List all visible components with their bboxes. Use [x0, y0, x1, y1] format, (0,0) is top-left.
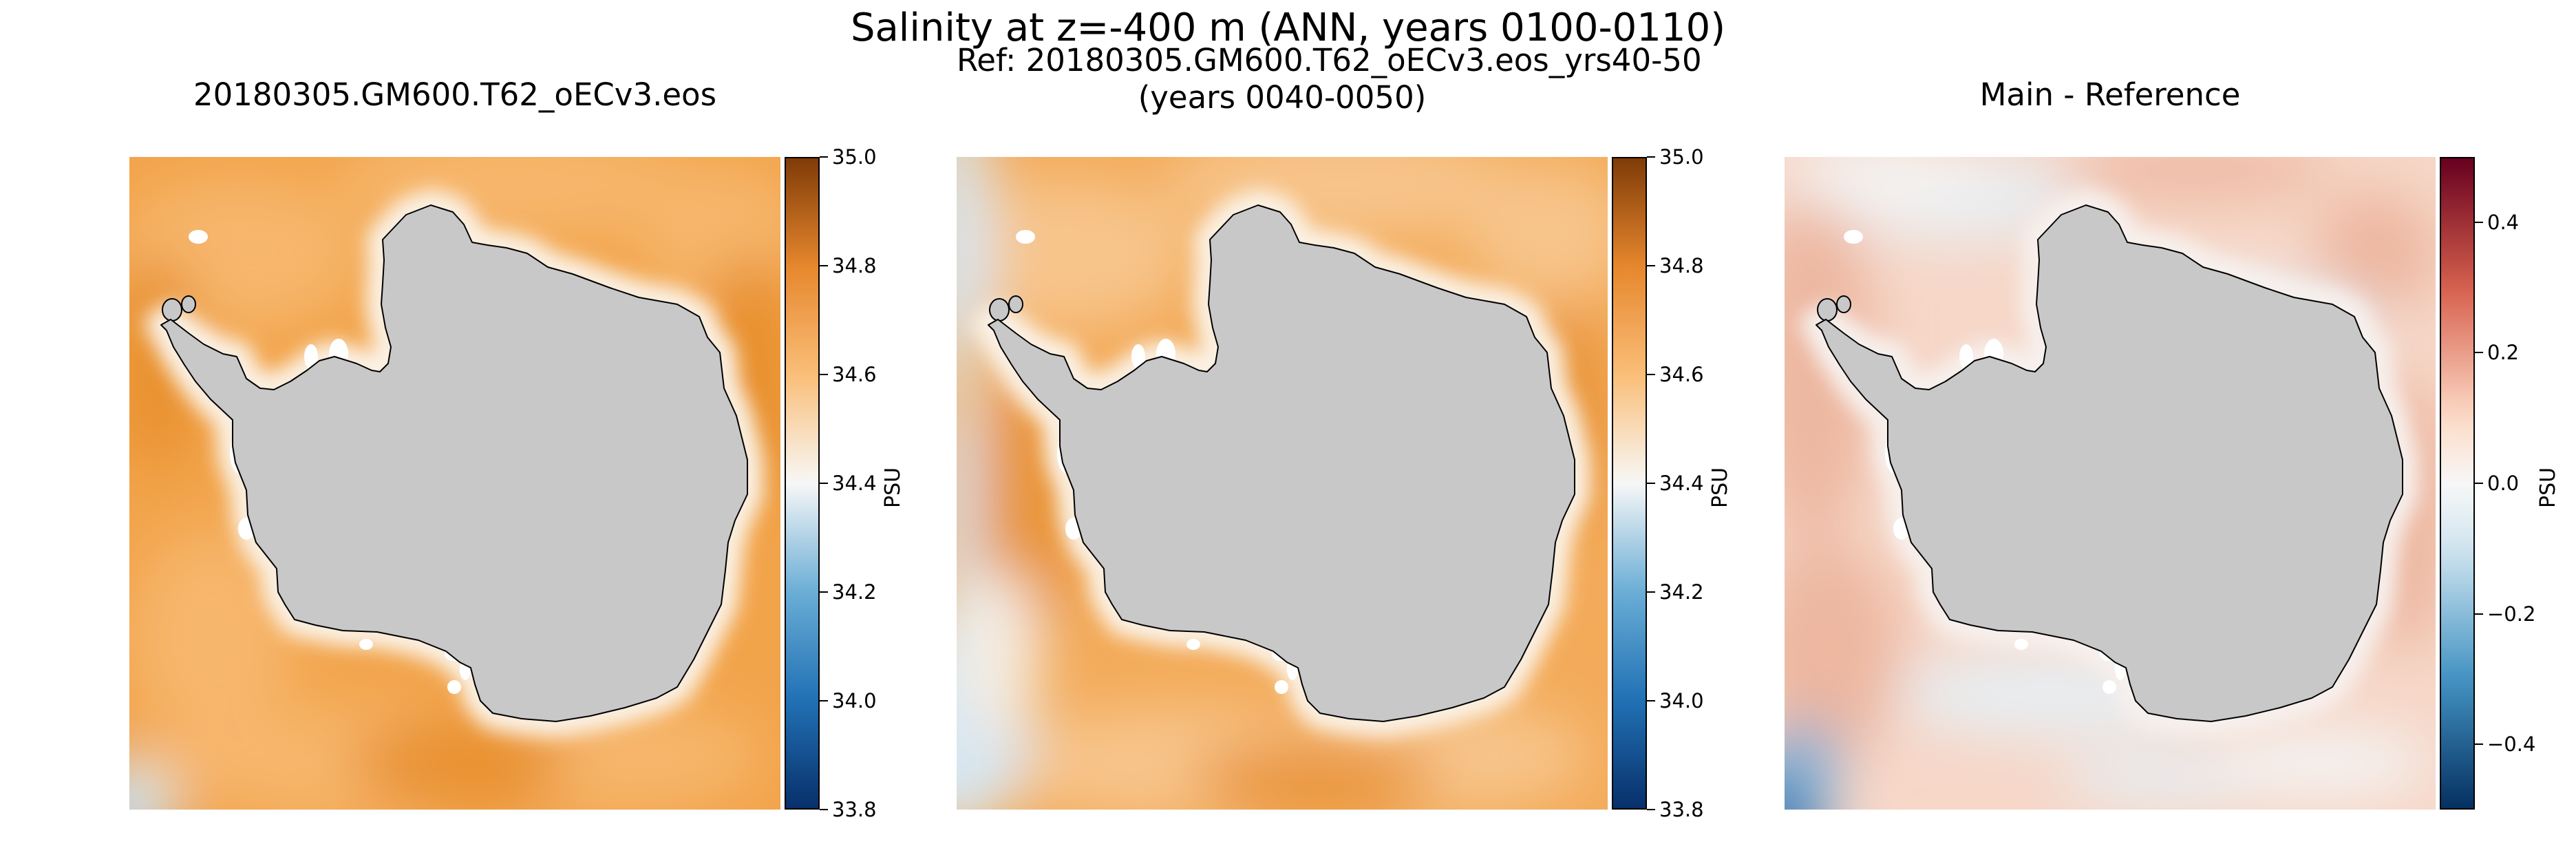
panel-3-missing-data-patch	[2103, 680, 2116, 694]
panel-2-map	[957, 157, 1608, 810]
panel-3-missing-data-patch	[1959, 344, 1973, 369]
panel-3-svg	[1785, 157, 2436, 810]
panel-3-tick-mark	[2475, 743, 2483, 746]
panel-3-tick-label: 0.4	[2487, 210, 2520, 234]
panel-2-tick-label: 34.0	[1659, 689, 1704, 712]
panel-3-colorbar	[2440, 157, 2475, 810]
panel-2-tick-label: 34.6	[1659, 363, 1704, 386]
panel-1-tick-label: 34.2	[832, 580, 877, 604]
panel-2-tick-mark	[1647, 700, 1655, 701]
panel-2-colorbar-label: PSU	[1708, 467, 1732, 508]
panel-2-missing-data-patch	[1131, 344, 1145, 369]
panel-2-missing-data-patch	[1186, 639, 1200, 650]
panel-1-tick-label: 34.0	[832, 689, 877, 712]
panel-2-tick-label: 35.0	[1659, 145, 1704, 169]
panel-2-tick-mark	[1647, 809, 1655, 810]
panel-1-svg	[129, 157, 780, 810]
panel-1-island	[181, 295, 196, 313]
panel-3-tick-label: 0.0	[2487, 472, 2520, 495]
panel-1-tick-mark	[820, 591, 828, 593]
panel-1-colorbar-gradient	[786, 158, 818, 808]
panel-3-colorbar-label: PSU	[2536, 467, 2560, 508]
panel-3-tick-mark	[2475, 483, 2483, 484]
panel-3-title: Main - Reference	[1979, 76, 2241, 113]
panel-2-tick-label: 34.8	[1659, 254, 1704, 277]
panel-3-map	[1785, 157, 2436, 810]
panel-2-antarctica-land	[988, 204, 1575, 722]
panel-1-tick-mark	[820, 156, 828, 158]
panel-1-title: 20180305.GM600.T62_oECv3.eos	[193, 76, 717, 113]
panel-2-tick-label: 33.8	[1659, 798, 1704, 821]
panel-1-tick-mark	[820, 809, 828, 810]
panel-2-tick-mark	[1647, 156, 1655, 158]
panel-1-tick-mark	[820, 483, 828, 484]
figure-suptitle: Salinity at z=-400 m (ANN, years 0100-01…	[850, 6, 1726, 50]
panel-2-title-line2: (years 0040-0050)	[1138, 79, 1427, 116]
panel-1-tick-mark	[820, 700, 828, 701]
panel-1-tick-label: 34.4	[832, 472, 877, 495]
panel-2-island	[1008, 295, 1023, 313]
panel-3-tick-mark	[2475, 221, 2483, 223]
panel-1-missing-data-patch	[189, 230, 208, 244]
panel-3-tick-mark	[2475, 613, 2483, 615]
panel-1-map	[129, 157, 780, 810]
panel-3-colorbar-gradient	[2441, 158, 2473, 808]
panel-3-missing-data-patch	[2014, 639, 2028, 650]
panel-3-island	[1817, 298, 1838, 321]
panel-1-missing-data-patch	[359, 639, 373, 650]
panel-1-tick-label: 33.8	[832, 798, 877, 821]
panel-1-field-variations	[129, 157, 780, 810]
panel-1-antarctica-land	[160, 204, 748, 722]
panel-1-tick-mark	[820, 374, 828, 375]
panel-3-tick-mark	[2475, 352, 2483, 354]
panel-1-tick-label: 35.0	[832, 145, 877, 169]
panel-1-colorbar-label: PSU	[881, 467, 905, 508]
panel-2-tick-label: 34.2	[1659, 580, 1704, 604]
panel-1-tick-label: 34.6	[832, 363, 877, 386]
panel-2-missing-data-patch	[1275, 680, 1288, 694]
panel-2-tick-mark	[1647, 591, 1655, 593]
panel-3-missing-data-patch	[1844, 230, 1863, 244]
panel-1-missing-data-patch	[304, 344, 318, 369]
panel-2-svg	[957, 157, 1608, 810]
panel-3-island	[1836, 295, 1851, 313]
panel-1-tick-mark	[820, 265, 828, 266]
panel-1-missing-data-patch	[447, 680, 461, 694]
panel-3-tick-label: −0.2	[2487, 602, 2536, 626]
panel-2-island	[989, 298, 1010, 321]
panel-2-tick-label: 34.4	[1659, 472, 1704, 495]
panel-1-tick-label: 34.8	[832, 254, 877, 277]
panel-2-missing-data-patch	[1016, 230, 1035, 244]
panel-2-colorbar	[1612, 157, 1647, 810]
panel-3-antarctica-land	[1816, 204, 2403, 722]
panel-1-island	[162, 298, 182, 321]
panel-3-tick-label: −0.4	[2487, 732, 2536, 757]
panel-2-tick-mark	[1647, 265, 1655, 266]
panel-2-tick-mark	[1647, 374, 1655, 375]
panel-2-colorbar-gradient	[1613, 158, 1646, 808]
panel-3-tick-label: 0.2	[2487, 341, 2520, 365]
panel-2-tick-mark	[1647, 483, 1655, 484]
panel-2-title-line1: Ref: 20180305.GM600.T62_oECv3.eos_yrs40-…	[957, 42, 1702, 78]
panel-1-colorbar	[785, 157, 820, 810]
